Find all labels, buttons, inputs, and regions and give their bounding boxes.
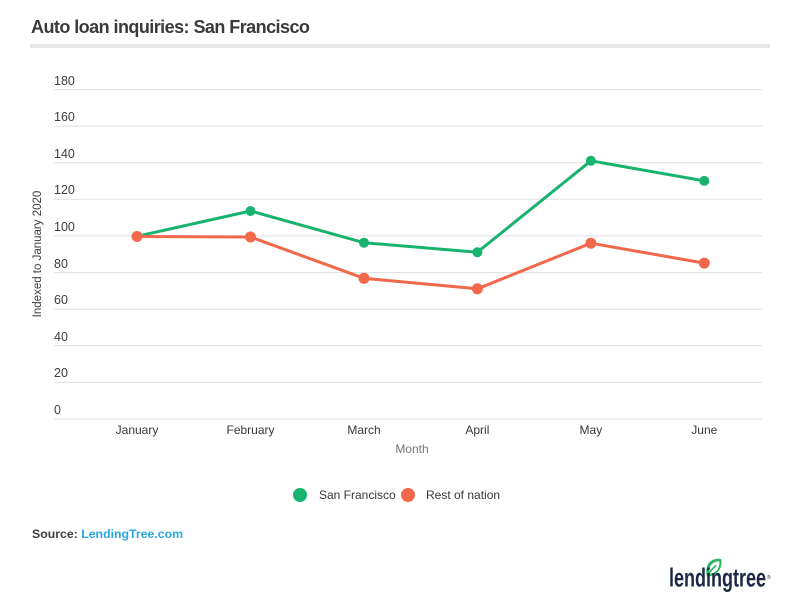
- svg-text:lendingtree: lendingtree: [669, 563, 766, 593]
- svg-text:®: ®: [767, 574, 771, 581]
